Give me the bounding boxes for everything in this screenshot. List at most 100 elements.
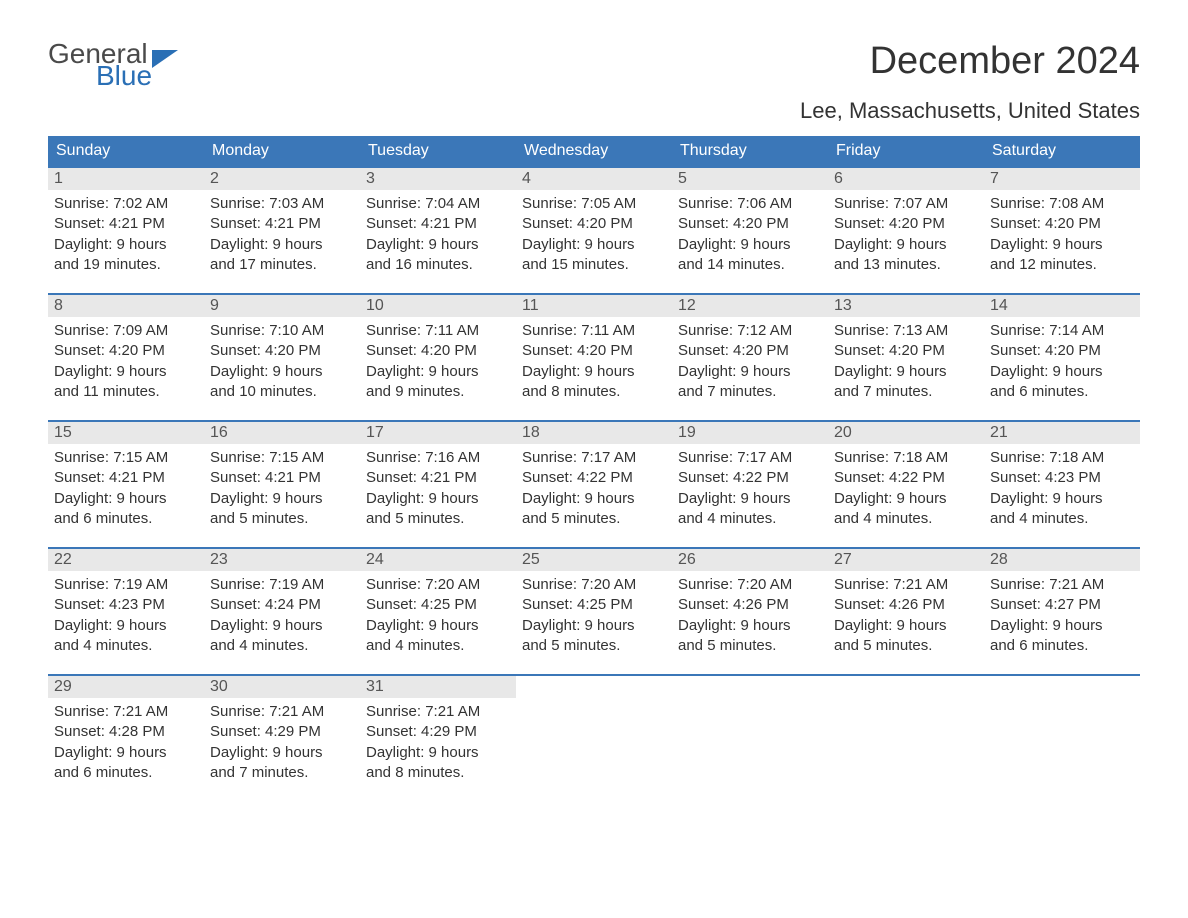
week-row: 1Sunrise: 7:02 AMSunset: 4:21 PMDaylight…: [48, 166, 1140, 279]
daylight-text-1: Daylight: 9 hours: [990, 235, 1134, 255]
daylight-text-2: and 7 minutes.: [210, 763, 354, 783]
daylight-text-2: and 6 minutes.: [990, 636, 1134, 656]
sunrise-text: Sunrise: 7:04 AM: [366, 194, 510, 214]
sunset-text: Sunset: 4:22 PM: [834, 468, 978, 488]
daylight-text-1: Daylight: 9 hours: [678, 362, 822, 382]
sunrise-text: Sunrise: 7:16 AM: [366, 448, 510, 468]
sunset-text: Sunset: 4:21 PM: [210, 214, 354, 234]
day-content: Sunrise: 7:12 AMSunset: 4:20 PMDaylight:…: [672, 317, 828, 406]
day-content: Sunrise: 7:20 AMSunset: 4:25 PMDaylight:…: [516, 571, 672, 660]
day-content: Sunrise: 7:17 AMSunset: 4:22 PMDaylight:…: [516, 444, 672, 533]
sunrise-text: Sunrise: 7:15 AM: [210, 448, 354, 468]
daylight-text-1: Daylight: 9 hours: [990, 362, 1134, 382]
daylight-text-2: and 5 minutes.: [834, 636, 978, 656]
daylight-text-2: and 6 minutes.: [54, 509, 198, 529]
daylight-text-2: and 17 minutes.: [210, 255, 354, 275]
day-number: 13: [828, 295, 984, 317]
day-cell: 16Sunrise: 7:15 AMSunset: 4:21 PMDayligh…: [204, 422, 360, 533]
sunrise-text: Sunrise: 7:17 AM: [678, 448, 822, 468]
sunrise-text: Sunrise: 7:21 AM: [834, 575, 978, 595]
daylight-text-1: Daylight: 9 hours: [834, 616, 978, 636]
daylight-text-1: Daylight: 9 hours: [210, 489, 354, 509]
day-content: Sunrise: 7:14 AMSunset: 4:20 PMDaylight:…: [984, 317, 1140, 406]
daylight-text-1: Daylight: 9 hours: [54, 362, 198, 382]
day-cell: 2Sunrise: 7:03 AMSunset: 4:21 PMDaylight…: [204, 168, 360, 279]
daylight-text-2: and 15 minutes.: [522, 255, 666, 275]
sunrise-text: Sunrise: 7:11 AM: [366, 321, 510, 341]
day-content: Sunrise: 7:04 AMSunset: 4:21 PMDaylight:…: [360, 190, 516, 279]
sunrise-text: Sunrise: 7:21 AM: [990, 575, 1134, 595]
day-cell: 29Sunrise: 7:21 AMSunset: 4:28 PMDayligh…: [48, 676, 204, 787]
day-content: Sunrise: 7:15 AMSunset: 4:21 PMDaylight:…: [204, 444, 360, 533]
daylight-text-2: and 4 minutes.: [834, 509, 978, 529]
day-number: 11: [516, 295, 672, 317]
sunset-text: Sunset: 4:23 PM: [990, 468, 1134, 488]
daylight-text-1: Daylight: 9 hours: [678, 235, 822, 255]
daylight-text-1: Daylight: 9 hours: [834, 489, 978, 509]
day-number: 15: [48, 422, 204, 444]
sunset-text: Sunset: 4:20 PM: [678, 341, 822, 361]
day-content: Sunrise: 7:19 AMSunset: 4:24 PMDaylight:…: [204, 571, 360, 660]
daylight-text-2: and 8 minutes.: [522, 382, 666, 402]
day-cell: 24Sunrise: 7:20 AMSunset: 4:25 PMDayligh…: [360, 549, 516, 660]
weekday-header-cell: Friday: [828, 136, 984, 166]
day-content: Sunrise: 7:20 AMSunset: 4:26 PMDaylight:…: [672, 571, 828, 660]
page-title: December 2024: [870, 40, 1140, 83]
daylight-text-2: and 9 minutes.: [366, 382, 510, 402]
sunset-text: Sunset: 4:21 PM: [54, 468, 198, 488]
daylight-text-2: and 19 minutes.: [54, 255, 198, 275]
day-cell: 25Sunrise: 7:20 AMSunset: 4:25 PMDayligh…: [516, 549, 672, 660]
day-cell: 30Sunrise: 7:21 AMSunset: 4:29 PMDayligh…: [204, 676, 360, 787]
daylight-text-1: Daylight: 9 hours: [210, 235, 354, 255]
daylight-text-2: and 11 minutes.: [54, 382, 198, 402]
sunset-text: Sunset: 4:20 PM: [990, 214, 1134, 234]
day-content: Sunrise: 7:19 AMSunset: 4:23 PMDaylight:…: [48, 571, 204, 660]
day-number: 7: [984, 168, 1140, 190]
daylight-text-1: Daylight: 9 hours: [522, 616, 666, 636]
day-cell: 20Sunrise: 7:18 AMSunset: 4:22 PMDayligh…: [828, 422, 984, 533]
sunrise-text: Sunrise: 7:02 AM: [54, 194, 198, 214]
day-number: 22: [48, 549, 204, 571]
sunset-text: Sunset: 4:22 PM: [522, 468, 666, 488]
sunrise-text: Sunrise: 7:21 AM: [366, 702, 510, 722]
sunrise-text: Sunrise: 7:17 AM: [522, 448, 666, 468]
day-cell: 17Sunrise: 7:16 AMSunset: 4:21 PMDayligh…: [360, 422, 516, 533]
day-number: 1: [48, 168, 204, 190]
sunrise-text: Sunrise: 7:19 AM: [210, 575, 354, 595]
day-cell: [516, 676, 672, 787]
day-cell: 6Sunrise: 7:07 AMSunset: 4:20 PMDaylight…: [828, 168, 984, 279]
day-number: 28: [984, 549, 1140, 571]
day-number: 18: [516, 422, 672, 444]
sunset-text: Sunset: 4:20 PM: [834, 341, 978, 361]
sunrise-text: Sunrise: 7:20 AM: [678, 575, 822, 595]
day-cell: 22Sunrise: 7:19 AMSunset: 4:23 PMDayligh…: [48, 549, 204, 660]
day-cell: 18Sunrise: 7:17 AMSunset: 4:22 PMDayligh…: [516, 422, 672, 533]
sunset-text: Sunset: 4:20 PM: [210, 341, 354, 361]
daylight-text-2: and 5 minutes.: [366, 509, 510, 529]
daylight-text-1: Daylight: 9 hours: [54, 616, 198, 636]
weekday-header-cell: Thursday: [672, 136, 828, 166]
daylight-text-1: Daylight: 9 hours: [210, 743, 354, 763]
day-cell: 19Sunrise: 7:17 AMSunset: 4:22 PMDayligh…: [672, 422, 828, 533]
daylight-text-2: and 13 minutes.: [834, 255, 978, 275]
daylight-text-2: and 7 minutes.: [678, 382, 822, 402]
sunrise-text: Sunrise: 7:11 AM: [522, 321, 666, 341]
day-number: 24: [360, 549, 516, 571]
day-number: 8: [48, 295, 204, 317]
day-number: 6: [828, 168, 984, 190]
week-row: 15Sunrise: 7:15 AMSunset: 4:21 PMDayligh…: [48, 420, 1140, 533]
daylight-text-2: and 4 minutes.: [678, 509, 822, 529]
weekday-header-cell: Wednesday: [516, 136, 672, 166]
daylight-text-2: and 12 minutes.: [990, 255, 1134, 275]
sunset-text: Sunset: 4:20 PM: [678, 214, 822, 234]
daylight-text-1: Daylight: 9 hours: [990, 489, 1134, 509]
daylight-text-1: Daylight: 9 hours: [366, 235, 510, 255]
day-cell: 13Sunrise: 7:13 AMSunset: 4:20 PMDayligh…: [828, 295, 984, 406]
day-cell: 9Sunrise: 7:10 AMSunset: 4:20 PMDaylight…: [204, 295, 360, 406]
sunset-text: Sunset: 4:20 PM: [366, 341, 510, 361]
header: General Blue December 2024: [48, 40, 1140, 90]
daylight-text-1: Daylight: 9 hours: [522, 489, 666, 509]
daylight-text-2: and 4 minutes.: [210, 636, 354, 656]
day-content: Sunrise: 7:20 AMSunset: 4:25 PMDaylight:…: [360, 571, 516, 660]
daylight-text-2: and 5 minutes.: [210, 509, 354, 529]
